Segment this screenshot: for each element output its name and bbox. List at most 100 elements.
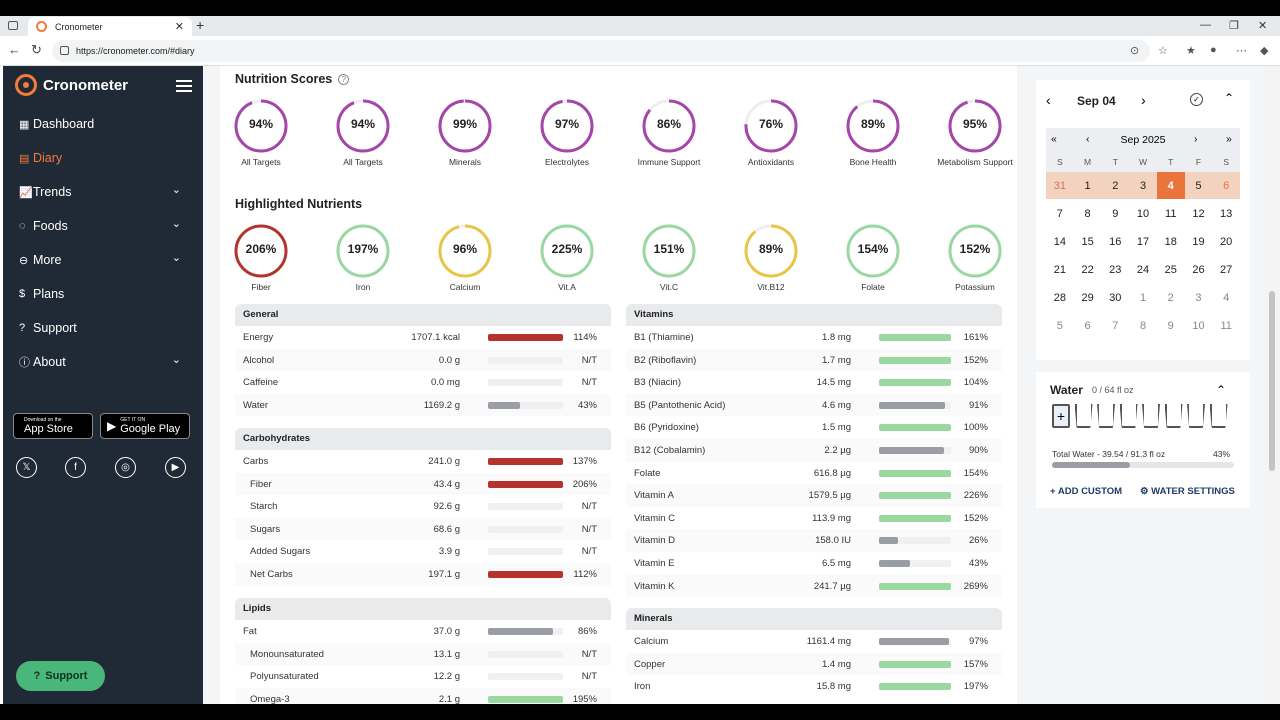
- table-row[interactable]: Fiber 43.4 g 206%: [235, 472, 611, 496]
- score-ring[interactable]: 97% Electrolytes: [517, 98, 617, 168]
- support-button[interactable]: ? Support: [16, 661, 105, 691]
- water-glass-icon[interactable]: [1187, 404, 1205, 428]
- help-icon[interactable]: ?: [338, 74, 350, 86]
- minimize-icon[interactable]: —: [1200, 19, 1211, 31]
- calendar-day[interactable]: 5: [1184, 172, 1213, 200]
- calendar-day[interactable]: 23: [1101, 256, 1130, 284]
- google-play-badge[interactable]: ▶ GET IT ON Google Play: [100, 413, 190, 439]
- table-row[interactable]: Calcium 1161.4 mg 97%: [626, 630, 1002, 653]
- table-row[interactable]: Vitamin E 6.5 mg 43%: [626, 552, 1002, 575]
- calendar-day[interactable]: 10: [1184, 312, 1213, 340]
- table-row[interactable]: Net Carbs 197.1 g 112%: [235, 562, 611, 586]
- sidebar-item-plans[interactable]: $ Plans: [3, 279, 203, 309]
- reader-icon[interactable]: ⊙: [1130, 45, 1140, 57]
- prev-day-icon[interactable]: ‹: [1046, 92, 1051, 108]
- calendar-day[interactable]: 24: [1129, 256, 1157, 284]
- calendar-day[interactable]: 13: [1212, 200, 1241, 228]
- score-ring[interactable]: 99% Minerals: [415, 98, 515, 168]
- table-row[interactable]: Water 1169.2 g 43%: [235, 393, 611, 417]
- score-ring[interactable]: 154% Folate: [823, 223, 923, 293]
- scrollbar-thumb[interactable]: [1269, 291, 1275, 471]
- table-row[interactable]: Added Sugars 3.9 g N/T: [235, 540, 611, 563]
- calendar-day[interactable]: 27: [1212, 256, 1241, 284]
- table-row[interactable]: Fat 37.0 g 86%: [235, 620, 611, 643]
- score-ring[interactable]: 151% Vit.C: [619, 223, 719, 293]
- month-label[interactable]: Sep 2025: [1120, 134, 1166, 146]
- score-ring[interactable]: 96% Calcium: [415, 223, 515, 293]
- calendar-day[interactable]: 2: [1156, 284, 1185, 312]
- calendar-day[interactable]: 18: [1156, 228, 1185, 256]
- add-glass-icon[interactable]: +: [1052, 404, 1070, 428]
- collapse-icon[interactable]: ⌃: [1224, 91, 1235, 105]
- site-info-icon[interactable]: [60, 46, 69, 55]
- water-glass-icon[interactable]: [1209, 404, 1228, 428]
- calendar-day[interactable]: 9: [1101, 200, 1130, 228]
- sidebar-item-trends[interactable]: 📈 Trends ⌄: [3, 177, 203, 207]
- browser-tab[interactable]: Cronometer ✕: [28, 17, 192, 36]
- table-row[interactable]: Energy 1707.1 kcal 114%: [235, 326, 611, 349]
- favorites-icon[interactable]: ★: [1186, 45, 1196, 57]
- score-ring[interactable]: 94% All Targets: [211, 98, 311, 168]
- back-icon[interactable]: ←: [8, 42, 21, 57]
- calendar-day[interactable]: 19: [1184, 228, 1213, 256]
- calendar-day[interactable]: 11: [1212, 312, 1241, 340]
- calendar-day[interactable]: 31: [1046, 172, 1074, 200]
- add-custom-button[interactable]: + ADD CUSTOM: [1050, 486, 1123, 497]
- calendar-day[interactable]: 29: [1073, 284, 1102, 312]
- close-window-icon[interactable]: ✕: [1258, 20, 1268, 32]
- table-row[interactable]: Omega-3 2.1 g 195%: [235, 687, 611, 704]
- table-row[interactable]: Vitamin D 158.0 IU 26%: [626, 529, 1002, 552]
- table-row[interactable]: B2 (Riboflavin) 1.7 mg 152%: [626, 348, 1002, 372]
- calendar-day[interactable]: 8: [1073, 200, 1102, 228]
- water-glass-icon[interactable]: [1164, 404, 1183, 428]
- table-row[interactable]: Starch 92.6 g N/T: [235, 495, 611, 518]
- calendar-day[interactable]: 5: [1046, 312, 1074, 340]
- facebook-icon[interactable]: f: [65, 457, 86, 478]
- table-row[interactable]: Carbs 241.0 g 137%: [235, 450, 611, 473]
- table-row[interactable]: B3 (Niacin) 14.5 mg 104%: [626, 371, 1002, 394]
- table-row[interactable]: Vitamin K 241.7 µg 269%: [626, 574, 1002, 598]
- brand-logo[interactable]: Cronometer: [15, 74, 128, 96]
- score-ring[interactable]: 197% Iron: [313, 223, 413, 293]
- instagram-icon[interactable]: ◎: [115, 457, 136, 478]
- next-month-icon[interactable]: ›: [1194, 133, 1198, 145]
- table-row[interactable]: Caffeine 0.0 mg N/T: [235, 371, 611, 394]
- table-row[interactable]: Vitamin A 1579.5 µg 226%: [626, 484, 1002, 507]
- maximize-icon[interactable]: ❐: [1229, 20, 1239, 32]
- score-ring[interactable]: 86% Immune Support: [619, 98, 719, 168]
- reload-icon[interactable]: ↻: [31, 42, 42, 57]
- table-row[interactable]: Iron 15.8 mg 197%: [626, 675, 1002, 698]
- calendar-day[interactable]: 3: [1129, 172, 1157, 200]
- url-field[interactable]: https://cronometer.com/#diary: [52, 40, 1150, 62]
- app-store-badge[interactable]: Download on the App Store: [13, 413, 93, 439]
- table-row[interactable]: Polyunsaturated 12.2 g N/T: [235, 665, 611, 688]
- prev-month-icon[interactable]: ‹: [1086, 133, 1090, 145]
- x-icon[interactable]: 𝕏: [16, 457, 37, 478]
- youtube-icon[interactable]: ▶: [165, 457, 186, 478]
- score-ring[interactable]: 89% Bone Health: [823, 98, 923, 168]
- table-row[interactable]: B1 (Thiamine) 1.8 mg 161%: [626, 326, 1002, 349]
- calendar-day[interactable]: 16: [1101, 228, 1130, 256]
- calendar-day[interactable]: 9: [1156, 312, 1185, 340]
- hamburger-menu-icon[interactable]: [176, 80, 192, 92]
- calendar-day[interactable]: 3: [1184, 284, 1213, 312]
- copilot-icon[interactable]: ◆: [1260, 45, 1269, 57]
- calendar-day[interactable]: 7: [1101, 312, 1130, 340]
- calendar-day[interactable]: 26: [1184, 256, 1213, 284]
- sidebar-item-about[interactable]: ⓘ About ⌄: [3, 347, 203, 377]
- new-tab-icon[interactable]: +: [196, 17, 205, 33]
- calendar-day[interactable]: 21: [1046, 256, 1074, 284]
- water-collapse-icon[interactable]: ⌃: [1216, 383, 1227, 397]
- score-ring[interactable]: 225% Vit.A: [517, 223, 617, 293]
- calendar-day[interactable]: 2: [1101, 172, 1130, 200]
- calendar-day[interactable]: 4: [1212, 284, 1241, 312]
- calendar-day[interactable]: 25: [1156, 256, 1185, 284]
- water-glass-icon[interactable]: [1097, 404, 1115, 428]
- score-ring[interactable]: 94% All Targets: [313, 98, 413, 168]
- table-row[interactable]: Monounsaturated 13.1 g N/T: [235, 642, 611, 666]
- prev-year-icon[interactable]: «: [1051, 133, 1057, 145]
- calendar-day[interactable]: 10: [1129, 200, 1157, 228]
- calendar-day[interactable]: 28: [1046, 284, 1074, 312]
- calendar-day[interactable]: 30: [1101, 284, 1130, 312]
- calendar-day[interactable]: 8: [1129, 312, 1157, 340]
